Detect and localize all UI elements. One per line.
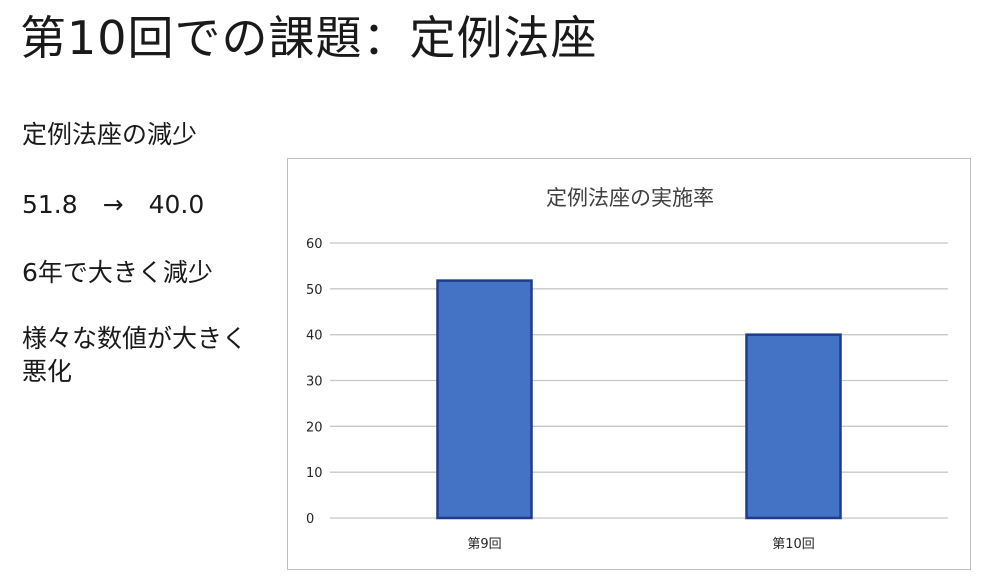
chart-frame: 定例法座の実施率 0 10 20 30 40 50 60 第9回 第10回 [287,158,971,570]
bar-chart: 定例法座の実施率 0 10 20 30 40 50 60 第9回 第10回 [306,186,948,552]
bar-2 [745,333,842,520]
y-tick-label: 40 [306,329,323,344]
bars [436,279,842,520]
y-tick-label: 30 [306,375,323,390]
gridlines [330,242,948,519]
slide-title: 第10回での課題：定例法座 [20,11,598,65]
bullet-decrease: 定例法座の減少 [22,120,198,149]
x-category-label: 第9回 [467,537,501,552]
y-axis-ticks: 0 10 20 30 40 50 60 [306,237,323,527]
x-axis-categories: 第9回 第10回 [467,537,814,552]
y-tick-label: 20 [306,420,323,435]
bullet-six-years: 6年で大きく減少 [22,258,213,287]
y-tick-label: 0 [306,512,314,527]
bar-1 [436,279,533,520]
bullet-worsened: 様々な数値が大きく悪化 [22,324,248,386]
x-category-label: 第10回 [772,537,815,552]
y-tick-label: 60 [306,237,323,252]
bullet-values: 51.8 → 40.0 [22,190,205,219]
chart-title: 定例法座の実施率 [546,186,714,210]
y-tick-label: 10 [306,466,323,481]
y-tick-label: 50 [306,283,323,298]
